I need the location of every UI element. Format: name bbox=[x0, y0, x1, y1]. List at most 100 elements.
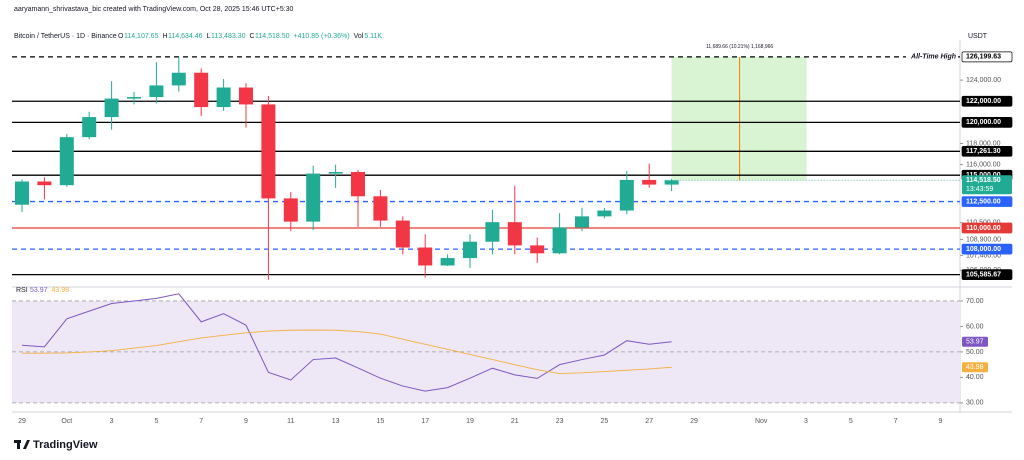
price-label: 105,585.67 bbox=[966, 271, 1001, 278]
last-price-label: 114,518.50 bbox=[966, 177, 1001, 184]
candle-body bbox=[104, 98, 119, 118]
y-tick-label: 108,900.00 bbox=[966, 236, 1001, 243]
candle-body bbox=[373, 196, 388, 221]
level-text-bg bbox=[906, 51, 958, 62]
price-label-box bbox=[961, 117, 1013, 128]
level-text: All-Time High bbox=[910, 54, 956, 61]
y-tick-label: 40.00 bbox=[966, 374, 984, 381]
measure-label: 11,689.66 (10.21%) 1,168,966 bbox=[706, 44, 773, 50]
price-label: 108,000.00 bbox=[966, 246, 1001, 253]
rsi-value-box bbox=[962, 336, 988, 347]
x-tick-label: 9 bbox=[244, 418, 248, 425]
price-label: 110,000.00 bbox=[966, 225, 1001, 232]
y-tick-label: 124,000.00 bbox=[966, 77, 1001, 84]
price-label-box bbox=[961, 51, 1013, 63]
candle-body bbox=[597, 210, 612, 217]
rsi-band bbox=[12, 300, 960, 403]
candle-body bbox=[37, 181, 52, 186]
countdown: 13:43:59 bbox=[966, 186, 993, 193]
y-tick-label: 116,000.00 bbox=[966, 161, 1001, 168]
candle-body bbox=[239, 87, 253, 105]
ohlc-value: 113,483.30 bbox=[211, 33, 246, 40]
candle-body bbox=[485, 222, 500, 242]
rsi-legend-value: 43.98 bbox=[52, 287, 70, 294]
price-label-box bbox=[961, 95, 1013, 107]
candle-body bbox=[575, 216, 589, 228]
ohlc-key: L bbox=[207, 33, 211, 40]
x-tick-label: 7 bbox=[199, 418, 203, 425]
x-tick-label: 21 bbox=[511, 418, 519, 425]
rsi-line bbox=[21, 293, 672, 392]
candle-body bbox=[82, 117, 97, 138]
rsi-value-label: 53.97 bbox=[966, 339, 984, 346]
candle-body bbox=[664, 180, 679, 185]
candle-body bbox=[530, 245, 545, 254]
x-tick-label: 23 bbox=[556, 418, 564, 425]
candle-body bbox=[149, 85, 164, 98]
candle-body bbox=[15, 181, 29, 205]
candle-body bbox=[261, 104, 276, 199]
candle-body bbox=[619, 179, 634, 211]
x-tick-label: 13 bbox=[332, 418, 340, 425]
x-tick-label: 5 bbox=[154, 418, 158, 425]
logo: TradingView bbox=[14, 439, 98, 451]
volume-key: Vol bbox=[354, 33, 364, 40]
symbol: Bitcoin / TetherUS · 1D · Binance bbox=[14, 33, 117, 40]
x-tick-label: 29 bbox=[18, 418, 26, 425]
candle-body bbox=[306, 173, 321, 222]
candle-body bbox=[59, 137, 74, 186]
volume-value: 5.11K bbox=[364, 33, 382, 40]
x-tick-label: 5 bbox=[849, 418, 853, 425]
candle-body bbox=[552, 227, 567, 254]
x-tick-label: 3 bbox=[110, 418, 114, 425]
x-tick-label: 15 bbox=[377, 418, 385, 425]
y-tick-label: 118,000.00 bbox=[966, 140, 1001, 147]
rsi-value-label: 43.98 bbox=[966, 364, 984, 371]
candle-body bbox=[507, 222, 522, 246]
credit: aaryamann_shrivastava_bic created with T… bbox=[14, 6, 294, 13]
price-label-box bbox=[961, 222, 1013, 234]
ohlc-value: 114,634.46 bbox=[168, 33, 203, 40]
x-tick-label: Nov bbox=[755, 418, 768, 425]
candle-body bbox=[171, 72, 186, 86]
candle-body bbox=[440, 258, 455, 266]
ohlc-key: H bbox=[162, 33, 167, 40]
price-label-box bbox=[961, 269, 1013, 280]
y-tick-label: 60.00 bbox=[966, 323, 984, 330]
price-label: 112,500.00 bbox=[966, 198, 1001, 205]
logo-mark bbox=[17, 440, 20, 449]
y-tick-label: 30.00 bbox=[966, 400, 984, 407]
y-tick-label: 107,400.00 bbox=[966, 252, 1001, 259]
x-tick-label: 3 bbox=[804, 418, 808, 425]
candle-body bbox=[328, 172, 343, 174]
rsi-line bbox=[22, 329, 672, 375]
ohlc-key: O bbox=[118, 33, 124, 40]
x-tick-label: 11 bbox=[287, 418, 294, 425]
rsi-title: RSI bbox=[16, 287, 28, 294]
candle-body bbox=[463, 241, 477, 259]
price-label-box bbox=[961, 145, 1013, 157]
ohlc-key: C bbox=[249, 33, 254, 40]
price-label: 120,000.00 bbox=[966, 119, 1001, 126]
currency: USDT bbox=[968, 33, 988, 40]
x-tick-label: 29 bbox=[690, 418, 698, 425]
x-tick-label: 19 bbox=[466, 418, 474, 425]
candle-body bbox=[351, 172, 365, 197]
x-tick-label: 17 bbox=[421, 418, 429, 425]
rsi-value-box bbox=[962, 362, 988, 373]
price-label: 117,261.30 bbox=[966, 148, 1001, 155]
logo-mark bbox=[23, 440, 30, 449]
change: +410.85 (+0.36%) bbox=[294, 33, 350, 40]
y-tick-label: 50.00 bbox=[966, 349, 984, 356]
candle-body bbox=[194, 72, 209, 108]
ohlc-value: 114,518.50 bbox=[255, 33, 290, 40]
candle-body bbox=[642, 179, 657, 185]
x-tick-label: 27 bbox=[645, 418, 653, 425]
price-label-box bbox=[961, 243, 1013, 255]
candle-body bbox=[395, 220, 410, 248]
ohlc-value: 114,107.65 bbox=[124, 33, 159, 40]
price-label: 122,000.00 bbox=[966, 98, 1001, 105]
candle-body bbox=[418, 247, 433, 266]
price-label: 126,199.63 bbox=[966, 54, 1001, 61]
